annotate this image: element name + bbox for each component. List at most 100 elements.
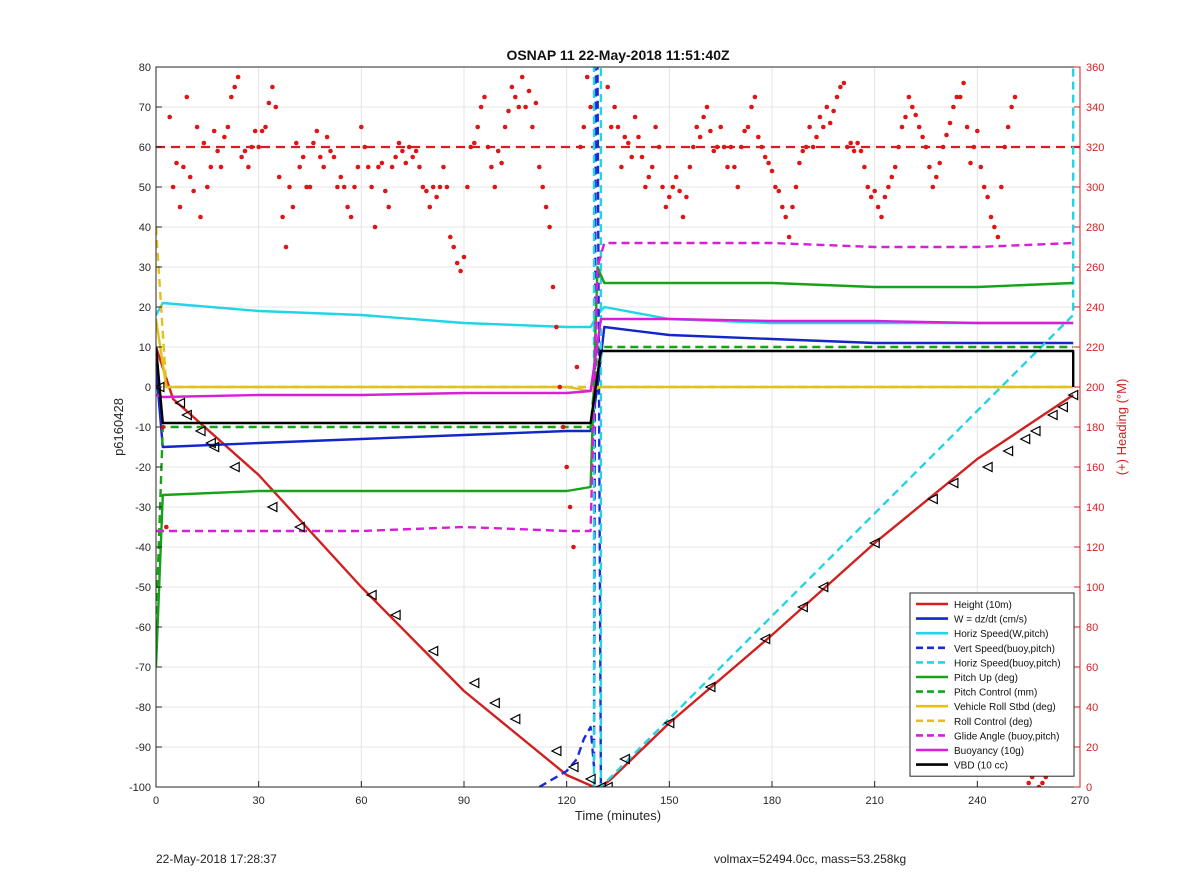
heading-point	[684, 194, 689, 200]
heading-point	[287, 184, 292, 190]
heading-point	[420, 184, 426, 190]
heading-point	[294, 140, 299, 146]
heading-point	[441, 164, 446, 170]
heading-point	[910, 104, 915, 110]
heading-point	[352, 184, 357, 190]
legend-label: W = dz/dt (cm/s)	[954, 615, 1027, 626]
y-tick-label-left: -50	[135, 582, 151, 594]
heading-point	[502, 124, 508, 130]
depth-marker	[174, 397, 186, 409]
heading-point	[1064, 0, 1069, 2]
heading-point	[307, 184, 313, 190]
legend-label: Buoyancy (10g)	[954, 746, 1024, 757]
depth-marker	[618, 753, 630, 765]
heading-point	[232, 84, 237, 90]
heading-point	[896, 144, 901, 150]
heading-point	[297, 164, 303, 170]
y-tick-label-right: 100	[1086, 582, 1104, 594]
heading-point	[968, 160, 973, 166]
y-tick-label-left: -20	[135, 462, 151, 474]
heading-point	[574, 364, 580, 370]
heading-point	[451, 244, 457, 250]
heading-point	[673, 174, 679, 180]
heading-point	[448, 234, 453, 240]
x-axis-label: Time (minutes)	[575, 808, 661, 823]
heading-point	[167, 114, 172, 120]
heading-point	[862, 164, 867, 170]
heading-point	[263, 124, 268, 130]
depth-marker	[1067, 389, 1079, 401]
heading-point	[472, 140, 477, 146]
heading-point	[742, 128, 747, 134]
heading-point	[430, 184, 436, 190]
heading-point	[410, 154, 416, 160]
heading-point	[198, 214, 203, 220]
heading-point	[386, 204, 392, 210]
heading-point	[629, 154, 634, 160]
depth-marker	[926, 493, 938, 505]
heading-point	[656, 144, 662, 150]
heading-point	[615, 124, 621, 130]
heading-point	[718, 124, 723, 130]
heading-point	[714, 144, 720, 150]
depth-marker	[389, 609, 401, 621]
heading-point	[821, 124, 826, 130]
heading-point	[1050, 0, 1055, 2]
heading-point	[704, 104, 710, 110]
depth-marker	[180, 409, 192, 421]
depth-marker	[266, 501, 278, 513]
heading-point	[851, 148, 857, 154]
depth-marker	[595, 781, 607, 787]
heading-point	[249, 144, 255, 150]
heading-point	[879, 214, 884, 220]
heading-point	[444, 184, 450, 190]
heading-point	[636, 134, 641, 140]
heading-point	[999, 184, 1004, 190]
depth-marker	[156, 381, 165, 393]
heading-point	[1064, 0, 1069, 2]
heading-point	[995, 234, 1001, 240]
y-tick-label-right: 220	[1086, 342, 1104, 354]
heading-point	[971, 144, 977, 150]
heading-point	[530, 124, 535, 130]
heading-point	[177, 204, 183, 210]
depth-marker	[663, 717, 675, 729]
y-axis-label-left: p6160428	[111, 398, 126, 456]
heading-point	[171, 0, 176, 2]
y-tick-label-right: 240	[1086, 302, 1104, 314]
heading-point	[1012, 94, 1018, 100]
y-tick-label-left: 50	[139, 182, 151, 194]
chart-title: OSNAP 11 22-May-2018 11:51:40Z	[506, 47, 730, 63]
heading-point	[543, 204, 549, 210]
heading-point	[670, 184, 676, 190]
heading-point	[677, 188, 682, 194]
heading-point	[732, 164, 737, 170]
heading-point	[246, 164, 251, 170]
heading-point	[725, 164, 730, 170]
heading-point	[311, 140, 316, 146]
heading-point	[916, 124, 922, 130]
heading-point	[728, 144, 734, 150]
y-tick-label-left: 80	[139, 62, 151, 74]
legend-label: Vert Speed(buoy,pitch)	[954, 644, 1055, 655]
heading-point	[988, 214, 994, 220]
heading-point	[331, 154, 337, 160]
heading-point	[280, 214, 285, 220]
heading-point	[578, 144, 583, 150]
heading-point	[783, 214, 788, 220]
heading-point	[389, 164, 395, 170]
heading-point	[1005, 124, 1011, 130]
heading-point	[889, 174, 895, 180]
y-tick-label-right: 80	[1086, 622, 1098, 634]
depth-marker	[817, 581, 829, 593]
heading-point	[701, 114, 706, 120]
heading-point	[766, 160, 771, 166]
heading-point	[174, 160, 179, 166]
heading-point	[345, 204, 350, 210]
heading-point	[940, 144, 946, 150]
heading-point	[427, 204, 433, 210]
heading-point	[560, 424, 566, 430]
heading-point	[229, 94, 234, 100]
heading-point	[759, 144, 764, 150]
heading-point	[1040, 780, 1045, 786]
